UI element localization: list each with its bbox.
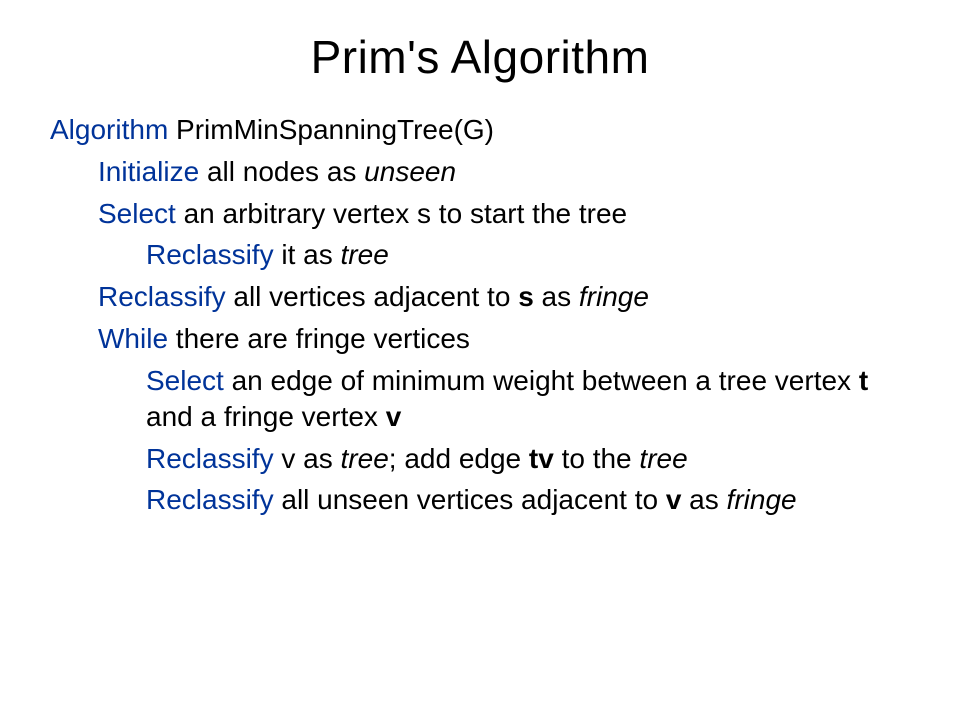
bold-text: v xyxy=(386,401,402,432)
pseudocode-line: Reclassify all unseen vertices adjacent … xyxy=(146,482,910,518)
text-segment: and a fringe vertex xyxy=(146,401,386,432)
keyword: Reclassify xyxy=(146,484,274,515)
text-segment: to the xyxy=(554,443,640,474)
bold-text: v xyxy=(666,484,682,515)
keyword: Initialize xyxy=(98,156,199,187)
keyword: Algorithm xyxy=(50,114,168,145)
bold-text: s xyxy=(518,281,534,312)
bold-text: t xyxy=(859,365,868,396)
italic-text: fringe xyxy=(579,281,649,312)
pseudocode-line: Initialize all nodes as unseen xyxy=(98,154,910,190)
pseudocode-line: Reclassify all vertices adjacent to s as… xyxy=(98,279,910,315)
pseudocode-line: Reclassify v as tree; add edge tv to the… xyxy=(146,441,910,477)
text-segment: v as xyxy=(274,443,341,474)
text-segment: an edge of minimum weight between a tree… xyxy=(224,365,859,396)
italic-text: tree xyxy=(341,443,389,474)
text-segment: ; add edge xyxy=(389,443,529,474)
pseudocode-line: Select an arbitrary vertex s to start th… xyxy=(98,196,910,232)
slide-title: Prim's Algorithm xyxy=(50,30,910,84)
text-segment: PrimMinSpanningTree(G) xyxy=(168,114,494,145)
pseudocode-line: Algorithm PrimMinSpanningTree(G) xyxy=(50,112,910,148)
text-segment: as xyxy=(681,484,726,515)
italic-text: tree xyxy=(341,239,389,270)
italic-text: unseen xyxy=(364,156,456,187)
keyword: Reclassify xyxy=(146,443,274,474)
italic-text: tree xyxy=(639,443,687,474)
pseudocode-line: Reclassify it as tree xyxy=(146,237,910,273)
pseudocode-line: Select an edge of minimum weight between… xyxy=(146,363,910,435)
text-segment: all unseen vertices adjacent to xyxy=(274,484,666,515)
text-segment: an arbitrary vertex s to start the tree xyxy=(176,198,627,229)
italic-text: fringe xyxy=(727,484,797,515)
pseudocode-line: While there are fringe vertices xyxy=(98,321,910,357)
keyword: Select xyxy=(146,365,224,396)
keyword: While xyxy=(98,323,168,354)
bold-text: tv xyxy=(529,443,554,474)
keyword: Reclassify xyxy=(146,239,274,270)
text-segment: all nodes as xyxy=(199,156,364,187)
text-segment: there are fringe vertices xyxy=(168,323,470,354)
keyword: Select xyxy=(98,198,176,229)
keyword: Reclassify xyxy=(98,281,226,312)
text-segment: it as xyxy=(274,239,341,270)
text-segment: as xyxy=(534,281,579,312)
slide: Prim's Algorithm Algorithm PrimMinSpanni… xyxy=(0,0,960,720)
algorithm-body: Algorithm PrimMinSpanningTree(G) Initiali… xyxy=(50,112,910,518)
text-segment: all vertices adjacent to xyxy=(226,281,519,312)
